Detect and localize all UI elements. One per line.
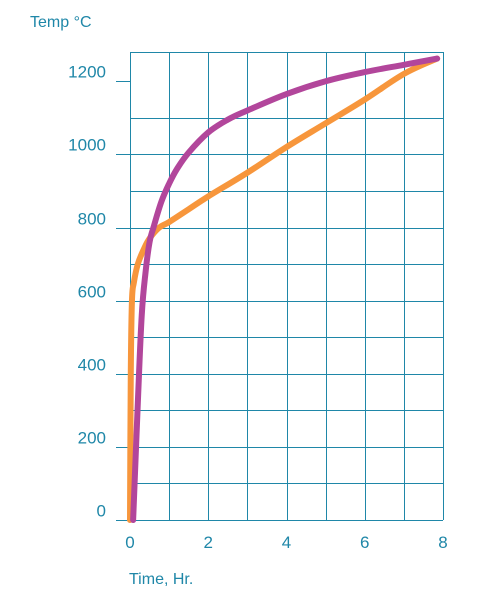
- series-lines: [127, 55, 441, 523]
- grid: [130, 52, 444, 521]
- y-tick-label: 600: [78, 283, 106, 302]
- x-tick-label: 4: [282, 533, 291, 552]
- series-line-purple: [130, 55, 441, 523]
- x-tick-label: 0: [125, 533, 134, 552]
- x-axis-title: Time, Hr.: [129, 571, 193, 588]
- y-tick-label: 1000: [68, 136, 106, 155]
- y-tick-label: 400: [78, 356, 106, 375]
- axis-ticks: 0 200 400 600 800 1000 1200 0 2 4 6 8: [68, 63, 448, 553]
- y-tick-label: 1200: [68, 63, 106, 82]
- x-tick-label: 8: [438, 533, 447, 552]
- y-tick-label: 0: [97, 502, 106, 521]
- y-axis-title: Temp °C: [30, 14, 92, 31]
- x-tick-label: 6: [360, 533, 369, 552]
- y-tick-label: 200: [78, 429, 106, 448]
- y-tick-label: 800: [78, 210, 106, 229]
- series-line-orange: [127, 55, 441, 523]
- x-tick-label: 2: [204, 533, 213, 552]
